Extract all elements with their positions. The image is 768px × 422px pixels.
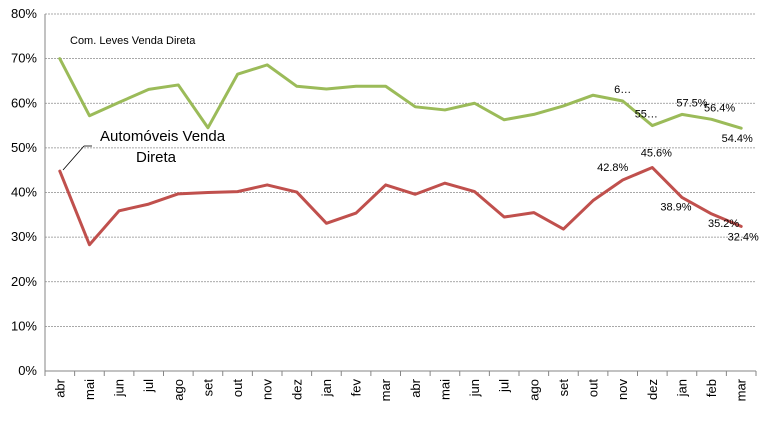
- x-tick-label: mar: [734, 378, 749, 401]
- red-series-annotation-line2: Direta: [136, 149, 177, 166]
- y-tick-label: 40%: [11, 185, 37, 200]
- y-tick-label: 0%: [18, 363, 37, 378]
- data-label: 45.6%: [641, 148, 672, 160]
- x-tick-label: ago: [171, 379, 186, 401]
- data-label: 6…: [614, 84, 631, 96]
- y-tick-label: 20%: [11, 274, 37, 289]
- x-tick-label: jan: [674, 379, 689, 397]
- data-label: 54.4%: [722, 133, 753, 145]
- gridlines: [45, 13, 756, 327]
- y-tick-label: 10%: [11, 318, 37, 333]
- data-label: 56.4%: [704, 102, 735, 114]
- data-label: 38.9%: [660, 201, 691, 213]
- series-line-2: [58, 166, 743, 247]
- x-tick-label: dez: [645, 379, 660, 400]
- x-tick-label: nov: [615, 379, 630, 400]
- data-label: 35.2%: [708, 218, 739, 230]
- x-tick-label: feb: [704, 379, 719, 397]
- x-tick-label: jul: [141, 379, 156, 393]
- data-label: 42.8%: [597, 162, 628, 174]
- x-tick-label: mai: [82, 379, 97, 400]
- data-label: 55…: [635, 109, 658, 121]
- data-label: 32.4%: [728, 231, 759, 243]
- annotations: Com. Leves Venda Direta Automóveis Venda…: [62, 35, 226, 171]
- x-tick-label: fev: [349, 379, 364, 397]
- y-tick-label: 70%: [11, 51, 37, 66]
- x-tick-label: jun: [467, 379, 482, 397]
- x-tick-label: mar: [378, 378, 393, 401]
- x-tick-label: dez: [289, 379, 304, 400]
- data-labels: 6… 55… 57.5%56.4% 54.4% 42.8% 45.6% 38.9% 35.2%…: [597, 84, 759, 243]
- y-tick-label: 30%: [11, 229, 37, 244]
- x-tick-label: out: [230, 379, 245, 397]
- y-axis-ticks: 0% 10% 20% 30% 40% 50% 60% 70% 80%: [11, 6, 37, 378]
- y-tick-label: 50%: [11, 140, 37, 155]
- red-series-leader-line: [62, 145, 85, 171]
- x-tick-label: set: [200, 379, 215, 397]
- y-tick-label: 60%: [11, 95, 37, 110]
- x-tick-label: jul: [497, 379, 512, 393]
- series-line-1: [58, 57, 743, 130]
- x-tick-label: mai: [437, 379, 452, 400]
- red-series-annotation-line1: Automóveis Venda: [100, 128, 226, 145]
- x-tick-label: jan: [319, 379, 334, 397]
- green-series-annotation: Com. Leves Venda Direta: [70, 35, 196, 47]
- series-lines: [58, 57, 743, 247]
- x-tick-label: abr: [52, 378, 67, 397]
- x-tick-label: nov: [260, 379, 275, 400]
- x-axis: abr mai jun jul ago set out nov dez jan fev mar abr m…: [44, 14, 757, 401]
- x-tick-label: abr: [408, 378, 423, 397]
- y-tick-label: 80%: [11, 6, 37, 21]
- data-label: 57.5%: [676, 97, 707, 109]
- x-tick-label: ago: [526, 379, 541, 401]
- x-tick-label: out: [586, 379, 601, 397]
- x-tick-label: jun: [112, 379, 127, 397]
- x-tick-label: set: [556, 379, 571, 397]
